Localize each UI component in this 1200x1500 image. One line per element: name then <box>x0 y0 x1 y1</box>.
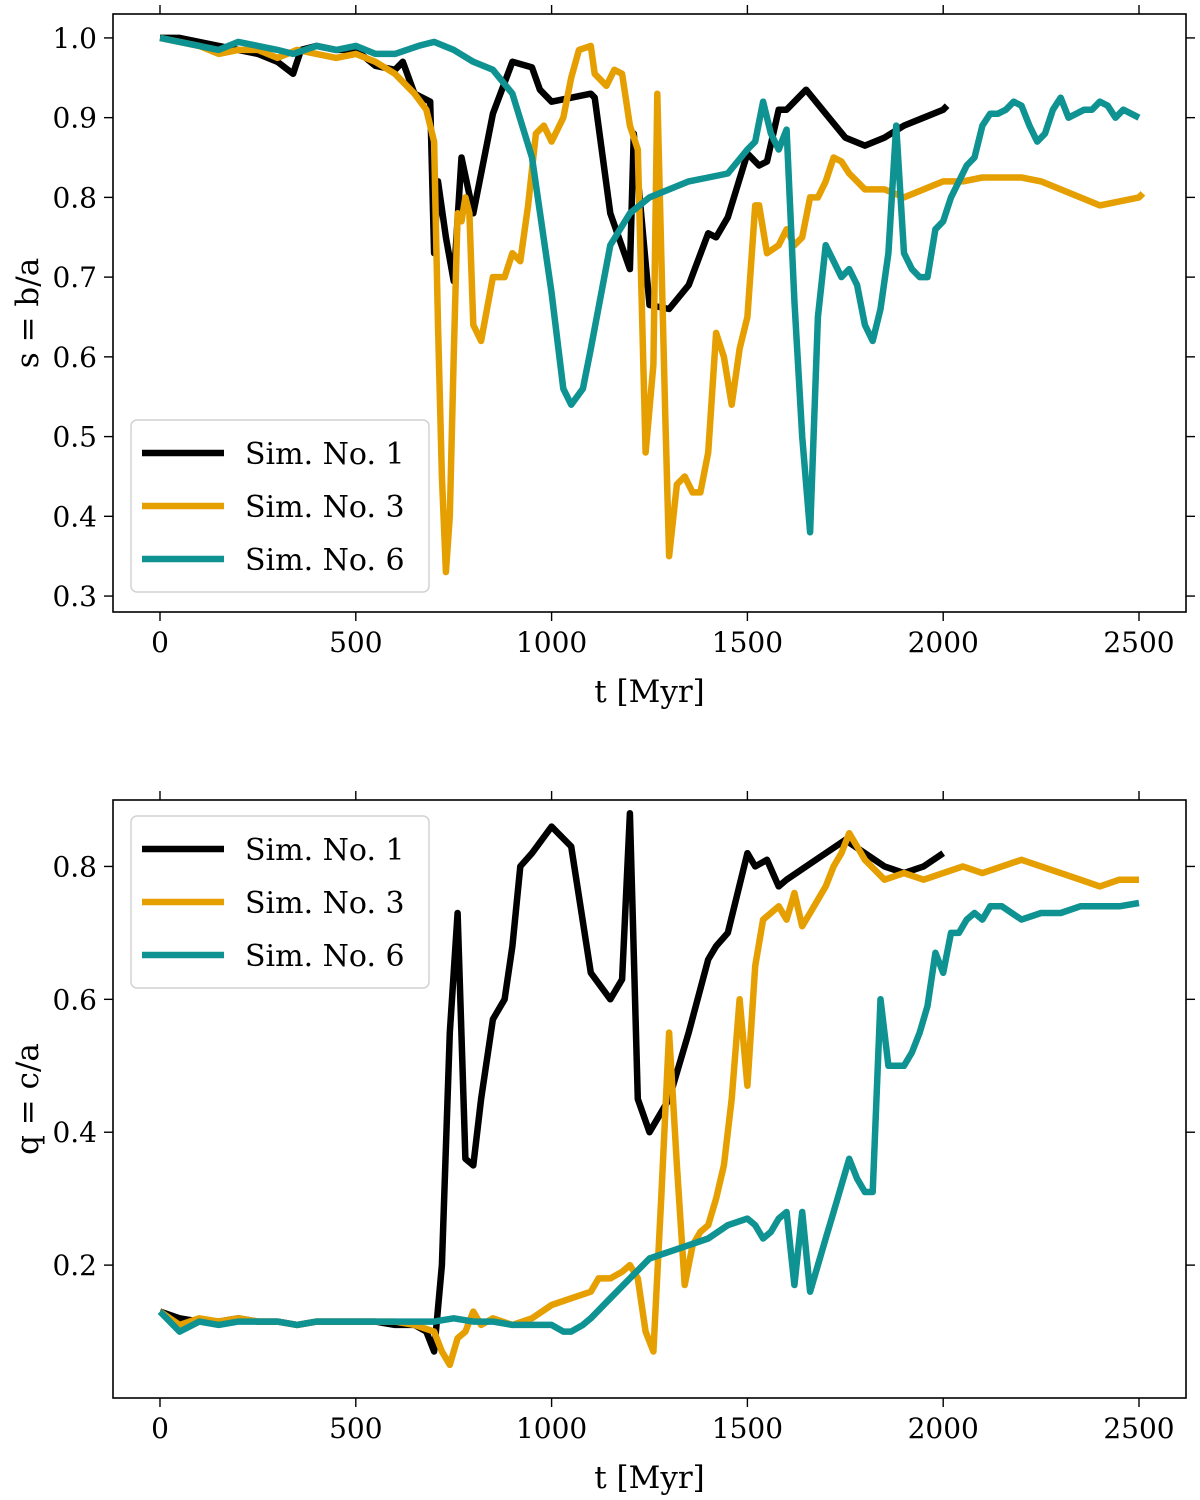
x-tick-label-q-1: 500 <box>329 1412 382 1445</box>
y-tick-label-s-4: 0.7 <box>52 261 97 294</box>
plot-lines-q <box>157 810 1140 1369</box>
x-tick-label-s-0: 0 <box>151 626 169 659</box>
x-tick-label-s-1: 500 <box>329 626 382 659</box>
y-axis-label-s: s = b/a <box>10 258 46 368</box>
x-axis-label-s: t [Myr] <box>594 674 705 710</box>
y-tick-label-q-3: 0.8 <box>52 850 97 883</box>
legend-s: Sim. No. 1 Sim. No. 3 Sim. No. 6 <box>130 419 430 593</box>
x-tick-label-q-0: 0 <box>151 1412 169 1445</box>
y-tick-label-s-0: 0.3 <box>52 580 97 613</box>
y-tick-label-s-2: 0.5 <box>52 421 97 454</box>
panel-shape-q: 0 500 1000 1500 2000 2500 0.2 0.4 0.6 0.8 t [Myr]… <box>10 791 1195 1496</box>
y-tick-label-q-0: 0.2 <box>52 1249 97 1282</box>
panel-shape-s: 0 500 1000 1500 2000 2500 0.3 0.4 0.5 0.6 0.7 0.8 0.… <box>10 5 1195 710</box>
legend-label-s-2: Sim. No. 3 <box>245 490 405 525</box>
legend-label-s-3: Sim. No. 6 <box>245 543 405 578</box>
ticks-s: 0 500 1000 1500 2000 2500 0.3 0.4 0.5 0.6 0.7 0.8 0.… <box>52 5 1195 659</box>
y-tick-label-q-1: 0.4 <box>52 1116 97 1149</box>
plot-frame-q <box>112 799 1187 1399</box>
x-tick-label-q-2: 1000 <box>516 1412 587 1445</box>
legend-label-q-2: Sim. No. 3 <box>245 886 405 921</box>
series-line-s-3 <box>159 34 1141 536</box>
x-tick-label-s-5: 2500 <box>1103 626 1174 659</box>
y-tick-label-s-1: 0.4 <box>52 500 97 533</box>
x-tick-label-q-3: 1500 <box>712 1412 783 1445</box>
legend-label-q-1: Sim. No. 1 <box>245 833 405 868</box>
plot-lines-s <box>159 34 1146 576</box>
x-tick-label-q-4: 2000 <box>908 1412 979 1445</box>
ticks-q: 0 500 1000 1500 2000 2500 0.2 0.4 0.6 0.8 <box>52 791 1195 1445</box>
plot-frame-s <box>112 13 1187 613</box>
x-tick-label-s-2: 1000 <box>516 626 587 659</box>
y-tick-label-s-6: 0.9 <box>52 102 97 135</box>
y-tick-label-s-7: 1.0 <box>52 22 97 55</box>
x-axis-label-q: t [Myr] <box>594 1460 705 1496</box>
series-line-s-2 <box>159 34 1146 576</box>
y-axis-label-q: q = c/a <box>10 1043 46 1155</box>
y-tick-label-s-5: 0.8 <box>52 181 97 214</box>
x-tick-label-q-5: 2500 <box>1103 1412 1174 1445</box>
legend-q: Sim. No. 1 Sim. No. 3 Sim. No. 6 <box>130 815 430 989</box>
legend-label-s-1: Sim. No. 1 <box>245 437 405 472</box>
legend-label-q-3: Sim. No. 6 <box>245 939 405 974</box>
x-tick-label-s-3: 1500 <box>712 626 783 659</box>
x-tick-label-s-4: 2000 <box>908 626 979 659</box>
y-tick-label-s-3: 0.6 <box>52 341 97 374</box>
legend-box-q <box>130 815 430 989</box>
series-line-q-3 <box>157 899 1140 1335</box>
legend-box-s <box>130 419 430 593</box>
y-tick-label-q-2: 0.6 <box>52 983 97 1016</box>
